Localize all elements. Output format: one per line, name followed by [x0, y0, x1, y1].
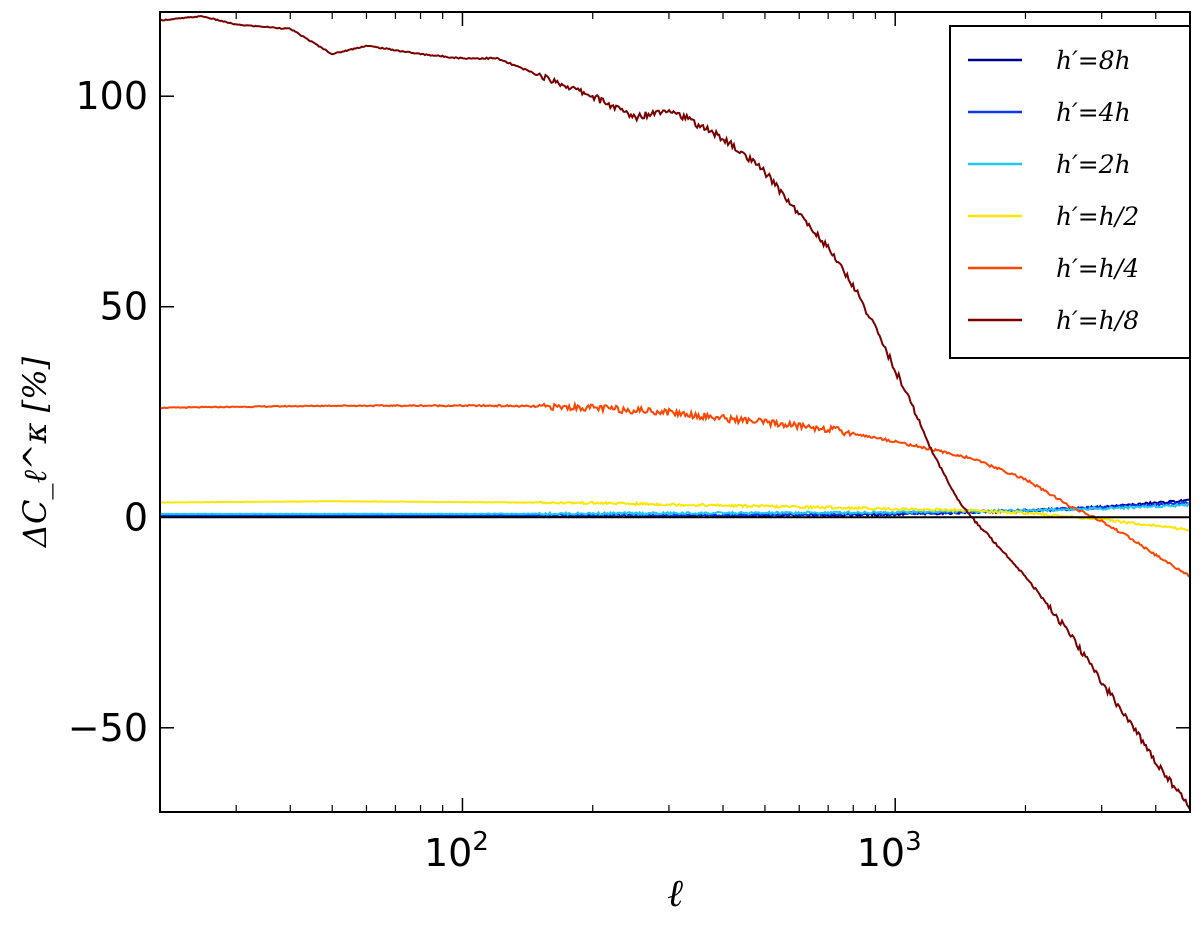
- y-tick-label: −50: [68, 706, 148, 750]
- x-tick-label: 102: [424, 827, 489, 875]
- legend-label: h′=h/8: [1056, 306, 1139, 335]
- plot-frame: [159, 11, 1191, 813]
- x-axis-label: ℓ: [667, 871, 683, 915]
- y-axis-label: ΔC_ℓ^κ [%]: [16, 356, 54, 549]
- series-lines: [159, 14, 1191, 810]
- y-tick-label: 100: [75, 74, 148, 118]
- legend-box: [949, 25, 1191, 359]
- y-tick-label: 50: [100, 285, 148, 329]
- series-line: [159, 500, 1191, 532]
- series-line: [160, 14, 1191, 810]
- y-tick-label: 0: [124, 495, 148, 539]
- series-line: [159, 501, 1191, 517]
- legend-label: h′=h/4: [1056, 254, 1139, 283]
- legend-label: h′=8h: [1056, 46, 1131, 75]
- legend: h′=8h h′=4h h′=2h h′=h/2 h′=h/4 h′=h/8: [949, 25, 1191, 359]
- legend-label: h′=h/2: [1056, 202, 1139, 231]
- x-tick-label: 103: [857, 827, 922, 875]
- tick-labels: 102 103 −50 0 50 100: [68, 74, 922, 875]
- series-line: [159, 400, 1191, 578]
- legend-label: h′=4h: [1056, 98, 1131, 127]
- legend-label: h′=2h: [1056, 150, 1131, 179]
